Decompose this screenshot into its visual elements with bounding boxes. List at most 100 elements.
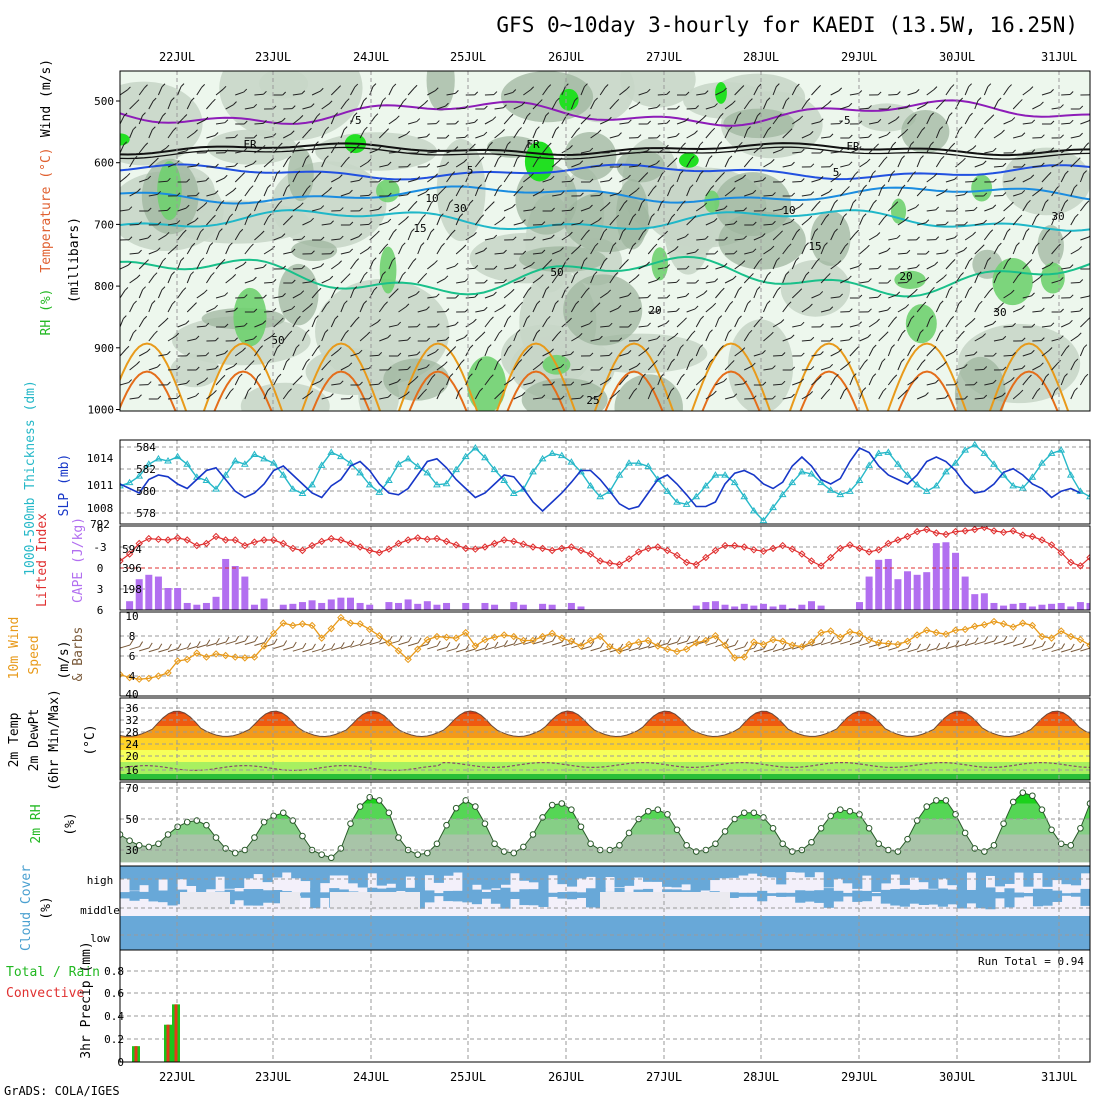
axis-label: (%) — [39, 896, 54, 919]
wind-barb-feather — [210, 272, 215, 276]
wind-barb — [196, 205, 205, 212]
wind-barb — [532, 332, 538, 342]
lifted-index-point — [308, 541, 316, 550]
wind-barb — [455, 648, 467, 653]
cloud-low-bar — [719, 916, 730, 950]
cloud-middle-bar — [509, 891, 521, 900]
wind-barb — [167, 247, 176, 255]
date-label-bottom: 23JUL — [255, 1070, 291, 1084]
wind-barb — [811, 203, 818, 212]
cloud-middle-bar — [129, 891, 140, 901]
rh-point — [174, 823, 181, 831]
wind-barb-feather — [824, 242, 828, 247]
wind-barb-feather — [445, 308, 450, 312]
wind-barb — [1060, 322, 1070, 328]
wind-barb — [408, 354, 418, 357]
wind-barb — [330, 318, 336, 328]
wind-barb-feather — [311, 250, 315, 255]
cloud-middle-bar — [985, 887, 996, 910]
wind-barb — [782, 164, 792, 168]
wind-barb-feather — [558, 157, 563, 162]
wind-barb — [801, 306, 810, 313]
date-label-bottom: 29JUL — [841, 1070, 877, 1084]
wind-barb-feather — [702, 375, 707, 380]
wind-barb-feather — [152, 97, 157, 102]
wind-barb-feather — [973, 381, 978, 386]
rh-point — [1038, 806, 1046, 814]
wind-barb — [407, 231, 412, 241]
wind-barb — [715, 290, 722, 299]
wind-barb-feather — [414, 375, 419, 380]
wind-barb — [235, 91, 244, 96]
rh-point — [510, 849, 518, 857]
wind-barb-feather — [498, 329, 503, 334]
wind-barb — [955, 194, 965, 197]
wind-barb-feather — [262, 264, 267, 268]
wind-barb-feather — [615, 214, 620, 219]
wind-barb-feather — [195, 392, 200, 397]
wind-barb — [945, 87, 952, 96]
wind-barb — [945, 319, 952, 328]
wind-barb — [532, 364, 541, 371]
wind-barb-feather — [1069, 294, 1074, 299]
wind-barb-feather — [257, 373, 262, 377]
wind-barb-feather — [446, 642, 451, 648]
wind-barb — [705, 641, 716, 646]
wind-barb — [158, 353, 168, 357]
wind-barb — [504, 643, 515, 648]
cloud-high-bar — [614, 866, 625, 888]
wind-barb — [743, 101, 750, 110]
wind-barb-feather — [489, 374, 494, 379]
wind-barb — [609, 101, 617, 110]
rh-moist-blob — [971, 174, 993, 202]
thickness-point — [922, 487, 931, 494]
wind-barb-feather — [809, 303, 813, 308]
cloud-low-bar — [490, 916, 501, 950]
axis-label: & Barbs — [71, 627, 86, 682]
wind-barb-feather — [288, 330, 293, 335]
lifted-index-point — [538, 544, 547, 553]
wind-barb — [801, 218, 810, 226]
wind-barb — [177, 260, 182, 270]
wind-barb-feather — [846, 186, 850, 190]
wind-barb — [340, 101, 347, 110]
wind-barb — [225, 216, 231, 226]
wind-barb-feather — [349, 395, 354, 399]
wind-barb-feather — [799, 115, 804, 120]
wind-barb — [984, 640, 995, 645]
rh-band — [120, 834, 1090, 863]
wind-barb-feather — [1074, 387, 1078, 392]
wind-speed-point — [538, 632, 547, 641]
wind-barb — [148, 193, 158, 197]
wind-barb-feather — [238, 373, 243, 378]
wind-barb — [715, 380, 724, 386]
wind-barb-feather — [1084, 373, 1089, 378]
cloud-high-bar — [804, 866, 815, 878]
wind-barb — [590, 395, 600, 400]
wind-barb — [763, 274, 769, 284]
wind-barb — [436, 105, 446, 110]
wind-barb — [907, 318, 912, 328]
cloud-high-bar — [909, 866, 920, 878]
precip-convective-bar — [134, 1046, 138, 1062]
wind-barb — [705, 188, 712, 197]
wind-barb-feather — [896, 265, 901, 270]
wind-speed-point — [807, 638, 816, 646]
wind-barb — [974, 336, 983, 342]
wind-barb — [475, 647, 486, 652]
wind-barb — [1089, 340, 1090, 341]
wind-barb — [196, 119, 206, 125]
wind-barb — [878, 250, 888, 255]
rh-blob — [780, 259, 851, 317]
wind-barb-feather — [295, 344, 300, 349]
wind-barb-feather — [781, 205, 786, 210]
wind-barb — [811, 642, 822, 647]
cloud-high-bar — [338, 866, 349, 876]
wind-barb-feather — [204, 377, 209, 382]
wind-barb-feather — [944, 249, 949, 254]
wind-barb-feather — [816, 200, 821, 205]
wind-speed-point — [202, 653, 211, 661]
wind-barb-feather — [253, 335, 257, 340]
wind-barb — [705, 158, 710, 168]
wind-barb-feather — [819, 176, 824, 180]
